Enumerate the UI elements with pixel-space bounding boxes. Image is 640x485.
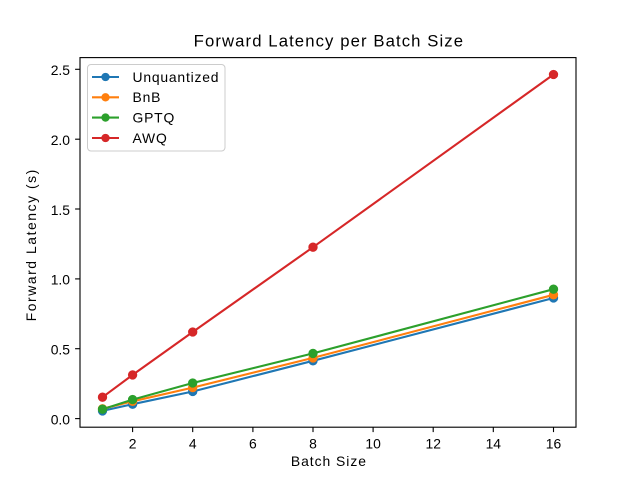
svg-text:0.5: 0.5 — [51, 342, 71, 358]
svg-text:GPTQ: GPTQ — [133, 109, 176, 125]
svg-text:1.5: 1.5 — [51, 202, 71, 218]
svg-text:Forward Latency (s): Forward Latency (s) — [23, 168, 39, 321]
svg-text:2: 2 — [129, 435, 137, 451]
svg-text:6: 6 — [249, 435, 257, 451]
svg-text:Unquantized: Unquantized — [133, 69, 220, 85]
svg-text:10: 10 — [365, 435, 381, 451]
svg-text:8: 8 — [309, 435, 317, 451]
svg-text:14: 14 — [486, 435, 502, 451]
svg-text:12: 12 — [425, 435, 441, 451]
svg-text:1.0: 1.0 — [51, 272, 71, 288]
svg-text:16: 16 — [546, 435, 562, 451]
svg-text:AWQ: AWQ — [133, 130, 168, 146]
svg-text:2.5: 2.5 — [51, 62, 71, 78]
svg-text:2.0: 2.0 — [51, 132, 71, 148]
svg-text:Forward Latency per Batch Size: Forward Latency per Batch Size — [194, 31, 464, 50]
svg-text:0.0: 0.0 — [51, 411, 71, 427]
svg-text:4: 4 — [189, 435, 197, 451]
svg-text:BnB: BnB — [133, 89, 162, 105]
svg-text:Batch Size: Batch Size — [291, 453, 367, 469]
